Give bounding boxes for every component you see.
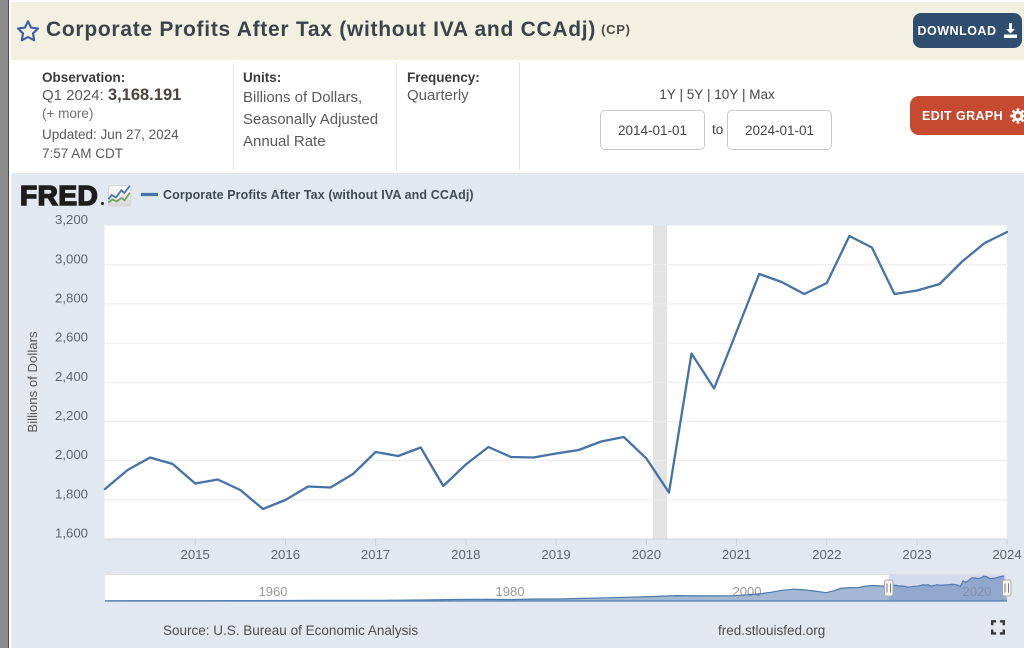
svg-text:3,200: 3,200	[55, 212, 88, 227]
svg-text:2019: 2019	[541, 547, 570, 562]
svg-text:2021: 2021	[722, 547, 751, 562]
svg-text:2017: 2017	[361, 547, 390, 562]
svg-text:1,600: 1,600	[55, 526, 88, 541]
svg-text:1,800: 1,800	[55, 486, 88, 501]
svg-text:2,800: 2,800	[55, 291, 88, 306]
svg-text:2015: 2015	[181, 547, 210, 562]
svg-text:2,400: 2,400	[55, 369, 88, 384]
svg-text:2,200: 2,200	[55, 408, 88, 423]
svg-text:2020: 2020	[632, 547, 661, 562]
svg-text:2,600: 2,600	[55, 330, 88, 345]
svg-text:2022: 2022	[812, 547, 841, 562]
svg-text:2016: 2016	[271, 547, 300, 562]
svg-text:2024: 2024	[992, 547, 1021, 562]
svg-text:3,000: 3,000	[55, 251, 88, 266]
svg-text:2,000: 2,000	[55, 447, 88, 462]
svg-text:1960: 1960	[259, 584, 288, 599]
svg-text:2018: 2018	[451, 547, 480, 562]
svg-text:2023: 2023	[902, 547, 931, 562]
svg-text:2020: 2020	[963, 584, 992, 599]
svg-text:Billions of Dollars: Billions of Dollars	[25, 331, 40, 433]
svg-text:1980: 1980	[496, 584, 525, 599]
